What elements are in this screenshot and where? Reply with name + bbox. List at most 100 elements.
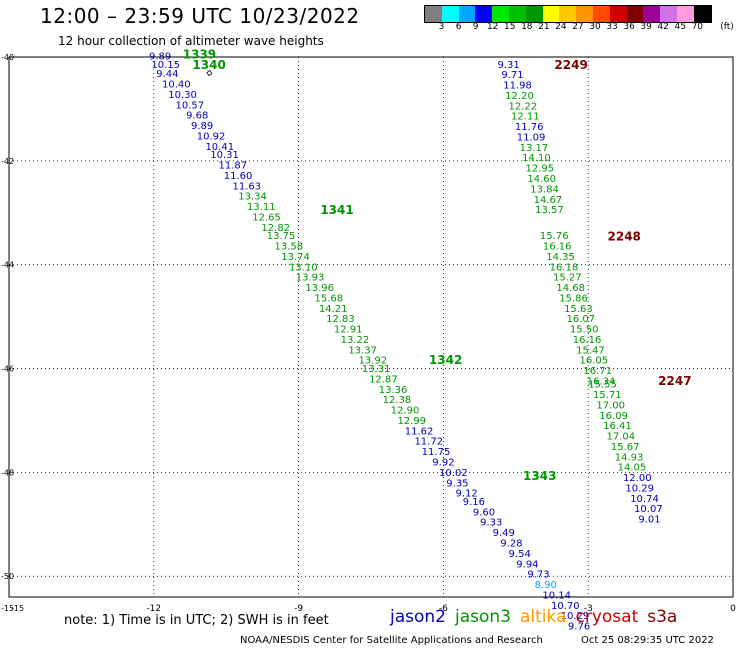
swh-value: 12.82: [261, 223, 290, 234]
swh-value: 13.58: [274, 241, 303, 252]
swh-value: 11.75: [422, 447, 451, 458]
swh-value: 13.93: [296, 273, 325, 284]
track-number: 2248: [608, 230, 641, 244]
legend-swatch: [676, 6, 694, 22]
swh-value: 13.37: [348, 345, 377, 356]
swh-value: 11.62: [405, 426, 434, 437]
legend-swatch: [542, 6, 560, 22]
legend-swatch: [492, 6, 509, 22]
swh-value: 10.07: [634, 504, 663, 515]
legend-label: 70: [691, 22, 704, 32]
legend-swatch: [559, 6, 577, 22]
legend-swatch: [458, 6, 476, 22]
legend-label: 21: [538, 22, 550, 32]
swh-value: 15.68: [315, 293, 344, 304]
swh-value: 9.33: [480, 518, 502, 529]
swh-value: 9.16: [463, 497, 485, 508]
credit-text: NOAA/NESDIS Center for Satellite Applica…: [240, 635, 543, 646]
color-legend: [424, 5, 712, 23]
swh-value: 16.09: [599, 411, 628, 422]
legend-swatch: [592, 6, 610, 22]
legend-label: 3: [438, 22, 445, 32]
swh-value: 9.76: [568, 622, 590, 633]
mission-s3a: s3a: [647, 607, 678, 627]
swh-value: 11.63: [232, 181, 261, 192]
swh-value: 9.73: [527, 570, 549, 581]
swh-value: 15.55: [588, 380, 617, 391]
swh-value: 14.35: [546, 252, 575, 263]
corner-lon-label: -15: [11, 604, 24, 613]
swh-value: 11.98: [503, 81, 532, 92]
swh-value: 9.31: [497, 60, 519, 71]
x-tick-label: -12: [146, 604, 161, 614]
swh-value: 10.29: [561, 611, 590, 622]
swh-value: 13.11: [247, 202, 276, 213]
swh-value: 10.15: [151, 60, 180, 71]
swh-value: 16.16: [543, 241, 572, 252]
track-number: 2247: [658, 374, 691, 388]
swh-value: 9.49: [493, 528, 515, 539]
swh-value: 9.68: [186, 111, 208, 122]
swh-value: 14.05: [618, 463, 647, 474]
mission-altika: altika: [520, 607, 567, 627]
corner-lat-label: -15: [1, 604, 14, 613]
swh-value: 13.74: [281, 252, 310, 263]
swh-value: 10.14: [542, 590, 571, 601]
swh-value: 13.22: [341, 335, 370, 346]
mission-jason3: jason3: [455, 607, 511, 627]
legend-swatch: [660, 6, 677, 22]
swh-value: 11.76: [515, 122, 544, 133]
swh-value: 16.07: [566, 314, 595, 325]
swh-value: 12.20: [505, 91, 534, 102]
mission-cryosat: cryosat: [575, 607, 639, 627]
swh-value: 15.63: [564, 304, 593, 315]
swh-value: 15.86: [559, 293, 588, 304]
legend-label: 39: [640, 22, 652, 32]
swh-value: 9.89: [149, 51, 171, 62]
swh-value: 10.92: [197, 131, 226, 142]
map-subtitle: 12 hour collection of altimeter wave hei…: [58, 34, 324, 48]
swh-value: 11.87: [218, 160, 247, 171]
color-legend-labels: 3 6 9 12 15 18 21 24 27 30 33 36 39 42 45 70 (ft): [424, 22, 740, 34]
swh-value: 9.94: [516, 559, 538, 570]
swh-value: 12.00: [623, 473, 652, 484]
swh-value: 15.50: [570, 325, 599, 336]
swh-value: 12.38: [383, 395, 412, 406]
track-number: 1340: [192, 58, 225, 72]
legend-label: 15: [504, 22, 516, 32]
legend-swatch: [425, 6, 442, 22]
swh-value: 11.60: [224, 171, 253, 182]
swh-value: 9.54: [509, 549, 531, 560]
swh-value: 16.18: [550, 262, 579, 273]
swh-value: 13.92: [358, 356, 387, 367]
swh-value: 10.31: [210, 150, 239, 161]
legend-swatch: [693, 6, 711, 22]
swh-value: 15.47: [576, 345, 605, 356]
swh-value: 13.84: [530, 184, 559, 195]
swh-value: 13.75: [267, 231, 296, 242]
swh-value: 10.40: [162, 79, 191, 90]
swh-value: 10.41: [205, 142, 234, 153]
legend-swatch: [525, 6, 543, 22]
legend-swatch: [475, 6, 493, 22]
swh-value: 9.60: [473, 507, 495, 518]
x-tick-label: -3: [584, 604, 593, 614]
x-tick-label: 0: [730, 604, 736, 614]
footer-note: note: 1) Time is in UTC; 2) SWH is in fe…: [64, 613, 329, 628]
swh-value: 17.00: [596, 400, 625, 411]
swh-value: 10.02: [439, 468, 468, 479]
x-tick-label: -6: [439, 604, 448, 614]
swh-value: 10.30: [168, 90, 197, 101]
swh-value: 14.21: [319, 304, 348, 315]
swh-value: 13.31: [362, 364, 391, 375]
swh-value: 9.89: [191, 121, 213, 132]
mission-key: jason2 jason3 altika cryosat s3a: [390, 607, 686, 627]
swh-value: 14.60: [527, 174, 556, 185]
swh-value: 14.10: [522, 153, 551, 164]
map-frame: [8, 56, 734, 598]
legend-label: 30: [589, 22, 601, 32]
swh-value: 15.76: [540, 231, 569, 242]
swh-value: 16.71: [583, 366, 612, 377]
swh-value: 12.95: [525, 164, 554, 175]
swh-value: 13.96: [305, 283, 334, 294]
